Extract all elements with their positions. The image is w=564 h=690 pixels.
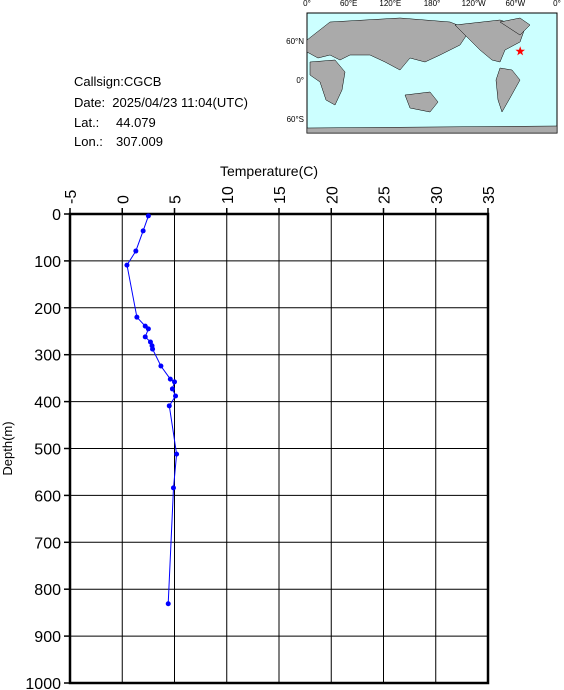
x-tick-label: 20 [324,186,341,204]
greenland [499,17,531,36]
y-tick-label: 1000 [25,676,61,690]
lat-value: 44.079 [116,115,156,130]
world-map [306,12,558,134]
data-point [167,376,173,382]
eurasia [306,17,471,71]
map-lon-label: 0° [303,0,311,8]
data-point [124,262,130,268]
map-lat-label: 0° [296,76,304,85]
data-point [169,386,175,392]
lat-label: Lat.: [74,115,99,130]
data-point [173,393,179,399]
y-tick-label: 900 [34,629,61,646]
data-point [174,451,180,457]
y-tick-label: 200 [34,301,61,318]
map-lat-label: 60°N [286,37,304,46]
y-tick-label: 500 [34,442,61,459]
map-lon-label: 120°E [379,0,401,8]
y-tick-label: 0 [52,207,61,224]
x-axis-label: Temperature(C) [220,163,318,179]
map-lon-label: 60°W [506,0,526,8]
y-tick-label: 800 [34,582,61,599]
x-tick-label: 0 [115,195,132,204]
south-america [495,67,521,113]
station-star [515,46,525,56]
lon-label: Lon.: [74,134,103,149]
x-tick-label: -5 [63,190,80,204]
x-tick-label: 35 [481,186,498,204]
y-axis-label: Depth(m) [0,421,15,475]
map-lon-label: 0° [553,0,561,8]
callsign: Callsign:CGCB [74,74,161,89]
data-point [172,379,177,385]
data-point [134,314,140,320]
data-point [150,346,156,352]
data-point [166,403,172,409]
data-point [170,485,176,491]
lon-value: 307.009 [116,134,163,149]
y-tick-label: 400 [34,395,61,412]
plot-frame [68,212,490,685]
data-point [145,213,151,219]
map-lat-label: 60°S [287,115,304,124]
x-tick-label: 25 [377,186,394,204]
data-point [140,228,146,234]
x-tick-label: 15 [272,186,289,204]
data-point [145,326,151,332]
data-point [165,601,171,607]
y-tick-label: 600 [34,488,61,505]
antarctica [306,125,558,134]
y-tick-label: 700 [34,535,61,552]
x-tick-label: 5 [168,195,185,204]
date: Date: 2025/04/23 11:04(UTC) [74,95,248,110]
data-point [133,248,139,254]
x-tick-label: 30 [429,186,446,204]
data-point [142,334,148,340]
data-point [158,363,164,369]
australia [404,91,439,113]
africa [309,59,346,106]
data-point [147,339,153,345]
y-tick-label: 300 [34,348,61,365]
map-lon-label: 120°W [462,0,487,8]
x-tick-label: 10 [220,186,237,204]
map-lon-label: 60°E [340,0,357,8]
profile-line [126,215,178,604]
y-tick-label: 100 [34,254,61,271]
map-lon-label: 180° [424,0,441,8]
